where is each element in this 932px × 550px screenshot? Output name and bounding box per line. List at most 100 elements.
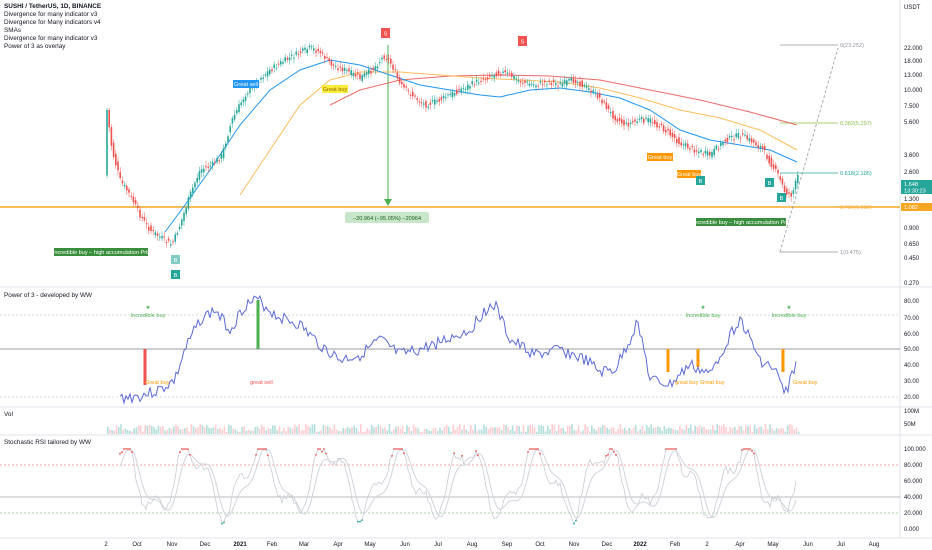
candle-body [561, 83, 564, 87]
candle-body [229, 126, 231, 133]
great-buy-label: Great buy [323, 87, 348, 93]
volume-bar [652, 427, 655, 434]
overbought-mark [181, 448, 183, 450]
time-axis[interactable]: 2 Oct Nov Dec 2021 Feb Mar Apr May Jun Jul Aug Sep Oc… [104, 542, 879, 548]
legend-symbol[interactable]: SUSHI / TetherUS, 1D, BINANCE [4, 3, 102, 10]
volume-bar [210, 428, 212, 434]
candle-body [337, 68, 339, 71]
panel-stochrsi-title[interactable]: Stochastic RSI tailored by WW [4, 439, 92, 446]
candles[interactable] [106, 43, 799, 248]
candle-body [328, 58, 330, 62]
power3-tick-label: 30.00 [904, 379, 920, 385]
price-tick-label: 18.000 [904, 59, 923, 65]
legend-indicator-5[interactable]: Power of 3 as overlay [4, 43, 66, 50]
volume-bar [718, 425, 721, 434]
candle-body [647, 118, 649, 123]
candle-body [585, 85, 588, 88]
overbought-mark [533, 448, 535, 450]
candle-body [678, 137, 680, 144]
volume-bar [703, 426, 705, 434]
candle-body [247, 93, 249, 95]
candle-body [150, 225, 152, 232]
measure-box [345, 212, 429, 223]
legend-indicator-2[interactable]: Divergence for Many indicators v4 [4, 19, 101, 26]
panel-power3-title[interactable]: Power of 3 - developed by WW [4, 292, 93, 299]
fib-level-label: 1(0.475) [840, 250, 861, 256]
buy-flag-label: B [699, 179, 703, 185]
time-tick-label: 2 [104, 542, 108, 548]
incredible-buy-label: Incredible buy [686, 313, 721, 319]
candle-body [757, 145, 759, 148]
volume-bar [267, 427, 270, 434]
volume-bar [725, 427, 727, 434]
overbought-mark [477, 454, 479, 457]
candle-body [511, 72, 513, 77]
power3-axis: 80.00 70.00 60.00 50.00 40.00 30.00 20.00 [904, 299, 920, 401]
candle-body [759, 146, 762, 149]
volume-bar [217, 429, 219, 434]
volume-bar [723, 424, 725, 434]
candle-body [449, 93, 451, 95]
oversold-mark [359, 520, 361, 523]
candle-body [440, 97, 443, 101]
great-buy-label: great buy [675, 380, 699, 386]
legend-indicator-1[interactable]: Divergence for many indicator v3 [4, 11, 98, 18]
volume-bar [355, 427, 358, 434]
legend-indicator-3[interactable]: SMAs [4, 27, 22, 34]
candle-body [262, 77, 264, 79]
candle-body [720, 142, 722, 146]
volume-bar [247, 429, 250, 434]
volume-bar [173, 426, 175, 434]
volume-bar [492, 427, 494, 434]
signal-bar [781, 349, 785, 372]
candle-body [346, 70, 348, 72]
candle-body [524, 80, 526, 83]
volume-bar [234, 429, 237, 434]
volume-bar [373, 427, 375, 434]
power3-panel[interactable]: 80.00 70.00 60.00 50.00 40.00 30.00 20.00 ★ In… [0, 294, 920, 405]
time-tick-label: 2 [705, 542, 709, 548]
volume-bar [597, 426, 600, 434]
candle-body [735, 133, 737, 137]
price-axis[interactable]: USDT 22.000 18.000 13.000 10.000 7.500 5.600 3… [904, 5, 923, 287]
volume-bar [289, 427, 292, 434]
volume-panel[interactable]: 100M 50M [107, 409, 919, 434]
volume-bar [415, 427, 417, 434]
volume-bar [630, 429, 633, 434]
candle-body [192, 187, 194, 193]
candle-body [665, 130, 667, 133]
volume-bar [573, 430, 575, 434]
volume-bar [692, 430, 694, 434]
candle-body [209, 165, 212, 167]
stochrsi-panel[interactable]: 100.000 80.000 60.000 40.000 20.000 0.000 [0, 447, 926, 533]
candle-body [348, 68, 350, 72]
volume-bar [529, 425, 531, 434]
candle-body [797, 174, 799, 184]
candle-body [601, 99, 603, 104]
measure-arrow-icon [384, 199, 392, 206]
candle-body [205, 165, 207, 168]
great-buy-box [322, 85, 348, 93]
volume-bar [137, 426, 140, 434]
candle-body [777, 170, 779, 174]
volume-bar [426, 428, 428, 434]
candle-body [165, 242, 168, 244]
panel-vol-title[interactable]: Vol [4, 411, 13, 418]
volume-bar [291, 428, 294, 434]
time-tick-label: Feb [670, 542, 681, 548]
candle-body [680, 142, 682, 146]
incredible-buy-box [54, 248, 148, 256]
sell-flag-icon [381, 28, 390, 38]
candle-body [299, 51, 302, 53]
price-panel[interactable]: 0(23.252) 0.382(5.297) 0.618(2.105) 0.786(1… [0, 43, 900, 256]
volume-bar [390, 431, 393, 434]
legend-indicator-4[interactable]: Divergence for many indicator v3 [4, 35, 98, 42]
price-tick-label: 7.500 [904, 104, 920, 110]
candle-body [537, 85, 539, 87]
oversold-mark [361, 519, 363, 521]
fib-trend-line [779, 47, 839, 253]
overbought-mark [615, 453, 617, 456]
candle-body [407, 90, 410, 92]
volume-bar [335, 429, 338, 434]
